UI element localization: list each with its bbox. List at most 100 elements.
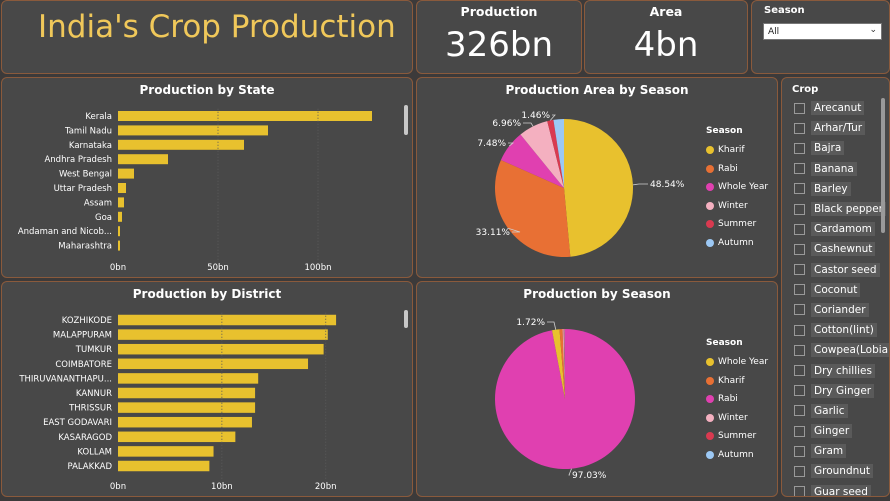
chevron-down-icon: ⌄ [869,25,877,35]
crop-item[interactable]: Coriander [794,300,886,320]
legend-item[interactable]: Summer [706,427,768,446]
legend-item[interactable]: Winter [706,197,768,216]
crop-item[interactable]: Dry Ginger [794,381,886,401]
checkbox[interactable] [794,486,805,496]
crop-item[interactable]: Coconut [794,280,886,300]
crop-item[interactable]: Dry chillies [794,360,886,380]
bar[interactable] [118,226,120,237]
season-dropdown[interactable]: All ⌄ [763,23,882,40]
crop-item[interactable]: Barley [794,179,886,199]
district-chart-scrollbar[interactable] [404,310,408,328]
bar[interactable] [118,431,236,443]
crop-item[interactable]: Garlic [794,401,886,421]
crop-item[interactable]: Cowpea(Lobia) [794,340,889,360]
crop-slicer-scrollbar[interactable] [881,98,885,233]
pie-slice[interactable] [559,329,565,399]
state-chart-scrollbar[interactable] [404,105,408,135]
crop-item[interactable]: Guar seed [794,482,886,496]
pie-slice[interactable] [500,134,564,188]
legend-item[interactable]: Autumn [706,234,768,253]
bar[interactable] [118,329,328,340]
bar[interactable] [118,168,134,179]
legend-item[interactable]: Autumn [706,446,768,465]
checkbox[interactable] [794,122,805,134]
bar[interactable] [118,387,256,399]
checkbox[interactable] [794,425,805,437]
legend-item[interactable]: Winter [706,409,768,428]
pie-slice[interactable] [520,121,564,188]
checkbox[interactable] [794,183,805,195]
checkbox[interactable] [794,284,805,296]
bar[interactable] [118,416,252,428]
crop-item[interactable]: Groundnut [794,461,886,481]
checkbox[interactable] [794,203,805,215]
legend-item[interactable]: Rabi [706,390,768,409]
legend-label: Whole Year [718,357,769,368]
legend-item[interactable]: Kharif [706,372,768,391]
pie-slice[interactable] [563,329,565,399]
production-card-value: 326bn [444,25,554,65]
pie-slice[interactable] [495,160,571,257]
checkbox[interactable] [794,405,805,417]
crop-item[interactable]: Castor seed [794,260,886,280]
checkbox[interactable] [794,324,805,336]
area-season-legend: Season Kharif Rabi Whole Year Winter Sum… [706,126,768,252]
checkbox[interactable] [794,344,805,356]
bar[interactable] [118,460,210,472]
checkbox[interactable] [794,223,805,235]
legend-title: Season [706,126,743,136]
crop-item-label: Dry chillies [811,363,875,378]
legend-item[interactable]: Whole Year [706,178,768,197]
bar[interactable] [118,240,120,251]
bar[interactable] [118,139,244,150]
category-label: EAST GODAVARI [43,418,112,428]
pie-slice[interactable] [564,119,634,257]
x-tick-label: 0bn [110,263,126,273]
checkbox[interactable] [794,102,805,114]
checkbox[interactable] [794,385,805,397]
crop-item[interactable]: Black pepper [794,199,886,219]
category-label: PALAKKAD [67,462,112,472]
bar[interactable] [118,373,259,384]
crop-item[interactable]: Bajra [794,138,886,158]
crop-item[interactable]: Cashewnut [794,239,886,259]
checkbox[interactable] [794,365,805,377]
crop-item[interactable]: Cardamom [794,219,886,239]
checkbox[interactable] [794,304,805,316]
bar[interactable] [118,197,124,208]
checkbox[interactable] [794,465,805,477]
pie-slice[interactable] [547,119,564,188]
pie-slice[interactable] [553,119,564,188]
bar[interactable] [118,446,214,457]
bar[interactable] [118,358,309,370]
bar[interactable] [118,183,126,193]
checkbox[interactable] [794,264,805,276]
page-title: India's Crop Production [38,9,396,45]
bar[interactable] [118,314,337,326]
legend-item[interactable]: Whole Year [706,353,768,372]
district-bar-chart: KOZHIKODE MALAPPURAM TUMKUR COIMBATORE THIRU… [18,312,337,492]
crop-item[interactable]: Arecanut [794,98,886,118]
checkbox[interactable] [794,243,805,255]
legend-label: Rabi [718,394,738,405]
legend-item[interactable]: Rabi [706,160,768,179]
checkbox[interactable] [794,445,805,457]
checkbox[interactable] [794,163,805,175]
crop-item[interactable]: Banana [794,159,886,179]
bar[interactable] [118,125,268,136]
checkbox[interactable] [794,142,805,154]
crop-item[interactable]: Gram [794,441,886,461]
pie-slice[interactable] [562,329,565,399]
bar[interactable] [118,154,168,165]
bar[interactable] [118,343,324,355]
pie-slice[interactable] [552,329,565,399]
crop-item[interactable]: Ginger [794,421,886,441]
bar[interactable] [118,111,372,121]
crop-item[interactable]: Arhar/Tur [794,118,886,138]
crop-item[interactable]: Cotton(lint) [794,320,886,340]
legend-item[interactable]: Summer [706,215,768,234]
prod-season-legend: Season Whole Year Kharif Rabi Winter Sum… [706,338,768,464]
legend-item[interactable]: Kharif [706,141,768,160]
bar[interactable] [118,211,122,222]
bar[interactable] [118,402,256,413]
